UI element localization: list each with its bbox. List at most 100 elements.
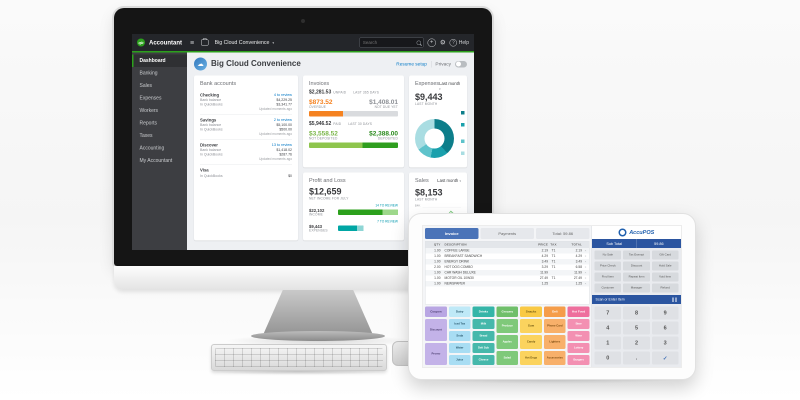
gear-icon[interactable]: ⚙ [439, 38, 446, 47]
pos-item-button[interactable]: Produce [496, 319, 519, 333]
pos-function-button[interactable]: Find Item [594, 272, 622, 282]
pos-item-button[interactable]: Hot Dogs [520, 351, 542, 365]
invoices-card[interactable]: Invoices $2,281.53 UNPAID LAST 365 DAYS … [303, 75, 404, 168]
search-input[interactable] [361, 39, 417, 46]
briefcase-icon[interactable] [201, 38, 209, 46]
pos-tab[interactable]: Total: 59.86 [536, 228, 590, 239]
pos-item-button[interactable]: Discount [425, 319, 447, 341]
keypad-key[interactable]: 0 [594, 351, 622, 365]
remove-line-icon[interactable]: × [584, 254, 587, 258]
pos-line-item[interactable]: 1.00 COFFEE LARGE 2.19 T1 2.19 × [425, 248, 589, 254]
pos-function-button[interactable]: Discount [623, 261, 650, 271]
expenses-card[interactable]: Expenses Last month ▾ $9,443 LAST MONTH [409, 75, 467, 168]
expenses-donut-chart[interactable] [415, 119, 454, 158]
keypad-key[interactable]: 3 [651, 336, 679, 350]
help-button[interactable]: ? Help [449, 38, 469, 47]
bar[interactable] [338, 225, 364, 231]
pos-item-button[interactable]: Lighters [543, 335, 566, 349]
sidebar-item[interactable]: Sales [139, 83, 153, 89]
keypad-key[interactable]: ✓ [651, 351, 679, 365]
profit-loss-card[interactable]: Profit and Loss $12,659 NET INCOME FOR J… [303, 172, 404, 241]
company-switcher[interactable]: Big Cloud Convenience ▾ [215, 40, 275, 46]
pos-line-item[interactable]: 1.00 BREAKFAST SANDWICH 4.29 T1 4.29 × [426, 254, 590, 260]
pos-category-button[interactable]: Grocery [496, 306, 519, 317]
pos-item-button[interactable]: Lottery [567, 343, 590, 353]
bar[interactable] [338, 209, 398, 215]
pos-item-button[interactable]: Bread [472, 331, 495, 341]
pos-item-button[interactable]: Salad [496, 351, 519, 365]
pos-item-button[interactable]: Water [448, 343, 471, 353]
privacy-toggle[interactable] [455, 60, 467, 68]
pos-function-button[interactable]: Void Item [651, 272, 679, 282]
to-review-link[interactable]: 7 TO REVIEW [377, 220, 398, 224]
keypad-key[interactable]: 1 [594, 336, 622, 350]
pos-line-item[interactable]: 1.00 MOTOR OIL 10W30 27.49 T1 27.49 × [426, 276, 590, 282]
resume-setup-link[interactable]: Resume setup [396, 61, 427, 67]
pos-line-item[interactable]: 1.00 ENERGY DRINK 3.49 T1 3.49 × [425, 259, 589, 265]
pos-item-button[interactable]: Soda [448, 331, 471, 341]
to-review-link[interactable]: 14 TO REVIEW [375, 204, 398, 208]
sidebar-item[interactable]: Banking [139, 70, 158, 77]
pos-item-button[interactable]: Juice [448, 355, 471, 365]
hamburger-menu-icon[interactable]: ≡ [190, 38, 195, 47]
pos-function-button[interactable]: Hold Sale [651, 261, 679, 271]
keypad-key[interactable]: 7 [594, 306, 622, 320]
keypad-key[interactable]: 6 [651, 321, 679, 335]
bank-account-row[interactable]: Savings 2 to review Bank balance $5,100.… [200, 115, 292, 140]
bank-account-row[interactable]: Visa In QuickBooks $0 [200, 165, 292, 183]
pos-category-button[interactable]: Hot Food [567, 306, 590, 317]
pos-item-button[interactable]: Iced Tea [448, 319, 471, 329]
pos-function-button[interactable]: Tax Exempt [623, 250, 650, 260]
search-icon[interactable] [416, 40, 421, 45]
pos-line-item[interactable]: 2.00 HOT DOG COMBO 3.29 T1 6.58 × [426, 265, 590, 271]
sidebar-item[interactable]: Reports [139, 120, 158, 127]
remove-line-icon[interactable]: × [584, 265, 587, 269]
pos-category-button[interactable]: Drinks [472, 306, 495, 317]
sidebar-item[interactable]: Expenses [139, 95, 162, 102]
remove-line-icon[interactable]: × [584, 271, 587, 275]
sidebar-item[interactable]: My Accountant [139, 158, 173, 164]
period-dropdown[interactable]: Last month ▾ [439, 81, 461, 91]
sidebar-item[interactable]: Workers [139, 108, 159, 114]
pos-function-button[interactable]: Repeat Item [623, 272, 650, 282]
to-review-link[interactable]: 13 to review [271, 142, 292, 148]
bank-account-row[interactable]: Checking 4 to review Bank balance $4,229… [200, 90, 292, 115]
quickbooks-logo-icon[interactable]: qb [137, 38, 145, 47]
pos-item-button[interactable]: Beer [567, 319, 590, 329]
period-dropdown[interactable]: Last month ▾ [437, 178, 461, 183]
to-review-link[interactable]: 4 to review [273, 92, 292, 98]
pos-line-item[interactable]: 1.00 NEWSPAPER 1.25 1.25 × [425, 281, 589, 287]
pos-function-button[interactable]: Manager [623, 283, 650, 293]
pos-category-button[interactable]: Coupon [425, 306, 447, 317]
sidebar-item[interactable]: Dashboard [132, 54, 187, 67]
pos-function-button[interactable]: Gift Card [651, 250, 679, 260]
keypad-key[interactable]: 2 [623, 336, 650, 350]
paid-bar[interactable] [309, 142, 398, 148]
sidebar-item[interactable]: Accounting [139, 145, 165, 152]
pos-item-button[interactable]: Gum [520, 319, 542, 333]
pos-category-button[interactable]: Snacks [520, 306, 542, 317]
pos-item-button[interactable]: Deli Sub [472, 343, 495, 353]
keypad-key[interactable]: 8 [623, 306, 650, 320]
bank-accounts-card[interactable]: Bank accounts Checking 4 to review Bank … [194, 75, 298, 241]
pos-item-button[interactable]: Promo [425, 343, 447, 365]
keypad-key[interactable]: . [623, 351, 650, 365]
pos-line-item[interactable]: 1.00 CAR WASH DELUXE 11.99 11.99 × [425, 270, 589, 276]
sidebar-item[interactable]: Taxes [139, 133, 153, 139]
pos-item-button[interactable]: Milk [472, 319, 495, 329]
pos-item-button[interactable]: Wine [567, 331, 590, 341]
pos-function-button[interactable]: No Sale [594, 250, 622, 260]
remove-line-icon[interactable]: × [584, 249, 587, 253]
remove-line-icon[interactable]: × [584, 276, 587, 280]
pos-category-button[interactable]: Dairy [448, 306, 471, 317]
scan-bar[interactable]: Scan or Enter Item [592, 295, 681, 304]
keypad-key[interactable]: 5 [623, 321, 650, 335]
pos-item-button[interactable]: Accessories [543, 351, 566, 365]
keypad-key[interactable]: 9 [651, 306, 679, 320]
pos-function-button[interactable]: Refund [651, 283, 679, 293]
to-review-link[interactable]: 2 to review [273, 117, 292, 123]
pos-item-button[interactable]: Apples [496, 335, 519, 349]
pos-function-button[interactable]: Customer [594, 283, 622, 293]
create-plus-icon[interactable]: + [427, 38, 436, 47]
keypad-key[interactable]: 4 [594, 321, 622, 335]
